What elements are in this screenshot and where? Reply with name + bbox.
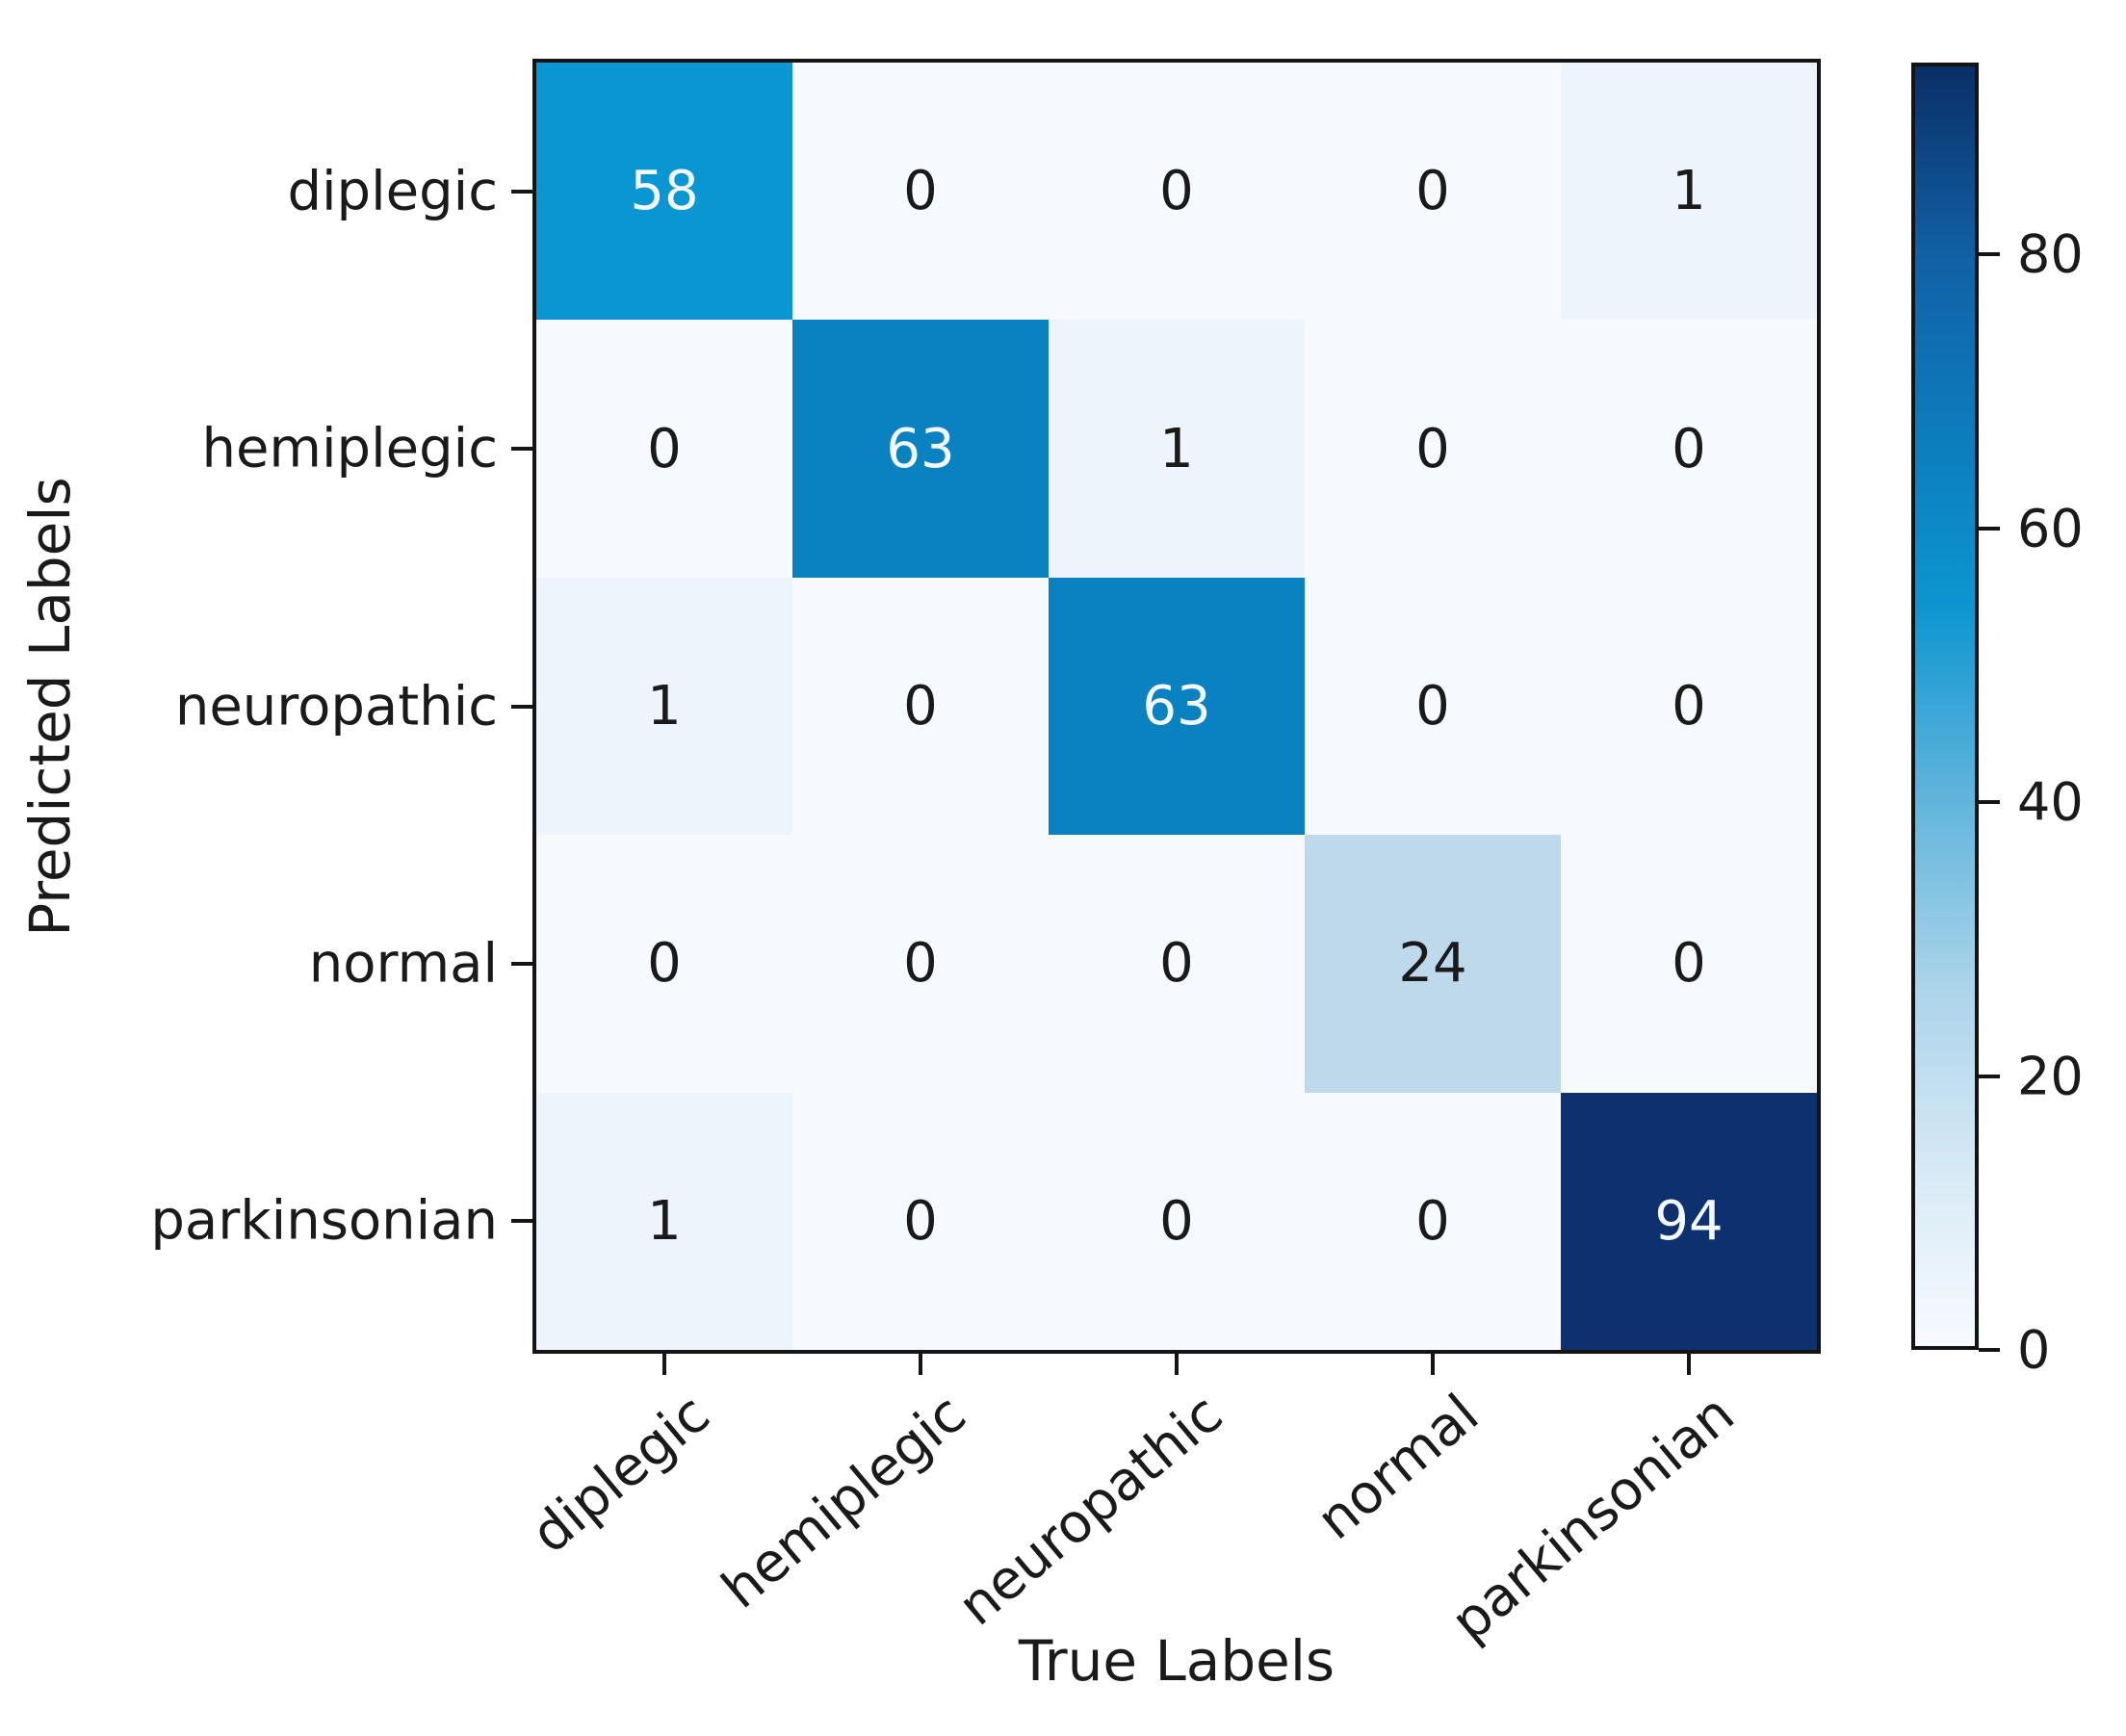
x-tick-label-neuropathic: neuropathic: [946, 1383, 1234, 1639]
matrix-cell-normal-neuropathic: 0: [1049, 835, 1305, 1093]
y-axis-title: Predicted Labels: [17, 476, 83, 937]
y-tick-label-neuropathic: neuropathic: [174, 675, 498, 738]
y-tick-label-diplegic: diplegic: [287, 160, 498, 223]
matrix-cell-hemiplegic-parkinsonian: 0: [1561, 320, 1817, 578]
matrix-cell-diplegic-hemiplegic: 0: [792, 63, 1049, 321]
matrix-cell-hemiplegic-neuropathic: 1: [1049, 320, 1305, 578]
matrix-cell-hemiplegic-diplegic: 0: [536, 320, 792, 578]
matrix-cell-normal-normal: 24: [1305, 835, 1561, 1093]
matrix-cell-parkinsonian-normal: 0: [1305, 1092, 1561, 1350]
matrix-cell-normal-parkinsonian: 0: [1561, 835, 1817, 1093]
colorbar-tick-label-60: 60: [2017, 498, 2084, 559]
x-tick: [1175, 1354, 1179, 1375]
x-tick-label-diplegic: diplegic: [520, 1383, 722, 1567]
y-tick: [511, 1219, 532, 1224]
matrix-cell-hemiplegic-normal: 0: [1305, 320, 1561, 578]
x-axis-title: True Labels: [1018, 1628, 1335, 1694]
matrix-cell-neuropathic-normal: 0: [1305, 577, 1561, 836]
colorbar-tick-label-0: 0: [2017, 1319, 2051, 1381]
matrix-cell-parkinsonian-diplegic: 1: [536, 1092, 792, 1350]
colorbar-tick-40: [1979, 800, 2000, 805]
matrix-cell-neuropathic-diplegic: 1: [536, 577, 792, 836]
colorbar-tick-80: [1979, 252, 2000, 257]
colorbar-tick-label-40: 40: [2017, 771, 2084, 833]
matrix-cell-diplegic-parkinsonian: 1: [1561, 63, 1817, 321]
matrix-cell-hemiplegic-hemiplegic: 63: [792, 320, 1049, 578]
y-tick: [511, 704, 532, 709]
colorbar-tick-60: [1979, 526, 2000, 531]
x-tick-label-parkinsonian: parkinsonian: [1439, 1383, 1747, 1654]
matrix-cell-parkinsonian-parkinsonian: 94: [1561, 1092, 1817, 1350]
x-tick: [1687, 1354, 1691, 1375]
x-tick-label-normal: normal: [1305, 1383, 1491, 1552]
y-tick-label-parkinsonian: parkinsonian: [150, 1189, 498, 1253]
y-tick-label-normal: normal: [308, 932, 498, 996]
x-tick: [662, 1354, 666, 1375]
y-tick: [511, 447, 532, 452]
x-tick: [1431, 1354, 1435, 1375]
y-tick: [511, 189, 532, 194]
x-tick-label-hemiplegic: hemiplegic: [711, 1383, 978, 1621]
colorbar-tick-label-20: 20: [2017, 1046, 2084, 1107]
matrix-cell-neuropathic-parkinsonian: 0: [1561, 577, 1817, 836]
matrix-cell-neuropathic-neuropathic: 63: [1049, 577, 1305, 836]
y-tick-label-hemiplegic: hemiplegic: [201, 417, 498, 480]
colorbar: [1911, 63, 1979, 1350]
colorbar-tick-label-80: 80: [2017, 223, 2084, 285]
matrix-cell-normal-diplegic: 0: [536, 835, 792, 1093]
y-tick: [511, 961, 532, 966]
matrix-cell-parkinsonian-hemiplegic: 0: [792, 1092, 1049, 1350]
matrix-cell-diplegic-normal: 0: [1305, 63, 1561, 321]
matrix-cell-diplegic-diplegic: 58: [536, 63, 792, 321]
matrix-cell-parkinsonian-neuropathic: 0: [1049, 1092, 1305, 1350]
matrix-cell-normal-hemiplegic: 0: [792, 835, 1049, 1093]
colorbar-tick-0: [1979, 1348, 2000, 1352]
colorbar-tick-20: [1979, 1074, 2000, 1078]
matrix-cell-neuropathic-hemiplegic: 0: [792, 577, 1049, 836]
matrix-cell-diplegic-neuropathic: 0: [1049, 63, 1305, 321]
x-tick: [919, 1354, 922, 1375]
